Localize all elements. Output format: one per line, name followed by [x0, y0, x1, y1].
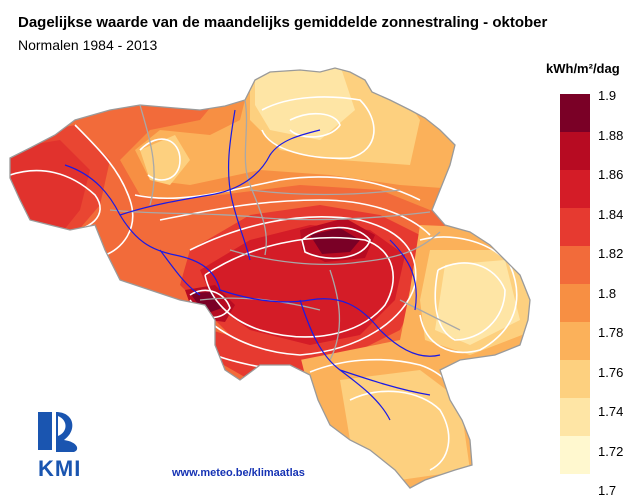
legend-tick-label: 1.82 — [598, 246, 624, 261]
legend-tick-label: 1.78 — [598, 325, 624, 340]
legend-swatch — [560, 398, 590, 436]
zone-190-core — [310, 228, 360, 254]
kmi-logo-icon — [38, 412, 78, 452]
source-url[interactable]: www.meteo.be/klimaatlas — [172, 467, 305, 479]
legend-tick-label: 1.72 — [598, 443, 624, 459]
isolines — [9, 96, 518, 471]
legend-tick-label: 1.84 — [598, 206, 624, 222]
map-subtitle: Normalen 1984 - 2013 — [18, 37, 158, 53]
legend-tick-label: 1.7 — [598, 483, 617, 498]
legend-swatch — [560, 94, 590, 132]
zone-174-north — [255, 68, 355, 140]
legend-colorbar — [560, 94, 590, 474]
zone-174-east — [435, 260, 520, 345]
belgium-radiation-map — [9, 67, 531, 489]
legend-swatch — [560, 170, 590, 208]
legend-swatch — [560, 208, 590, 246]
legend-swatch — [560, 322, 590, 360]
zone-184-west — [10, 125, 110, 240]
rivers — [64, 109, 441, 421]
legend-unit: kWh/m²/dag — [546, 61, 620, 76]
legend-tick-label: 1.74 — [598, 404, 624, 419]
legend-tick-label: 1.88 — [598, 127, 624, 143]
legend-tick-label: 1.86 — [598, 167, 624, 182]
legend-swatch — [560, 284, 590, 322]
legend-swatch — [560, 246, 590, 284]
legend-swatch — [560, 132, 590, 170]
map-title: Dagelijkse waarde van de maandelijks gem… — [18, 14, 548, 31]
legend-tick-label: 1.8 — [598, 285, 617, 301]
legend-tick-label: 1.76 — [598, 364, 624, 380]
legend-swatch — [560, 436, 590, 474]
legend-swatch — [560, 360, 590, 398]
kmi-logo-text: KMI — [38, 456, 82, 481]
legend-tick-label: 1.9 — [598, 88, 617, 103]
